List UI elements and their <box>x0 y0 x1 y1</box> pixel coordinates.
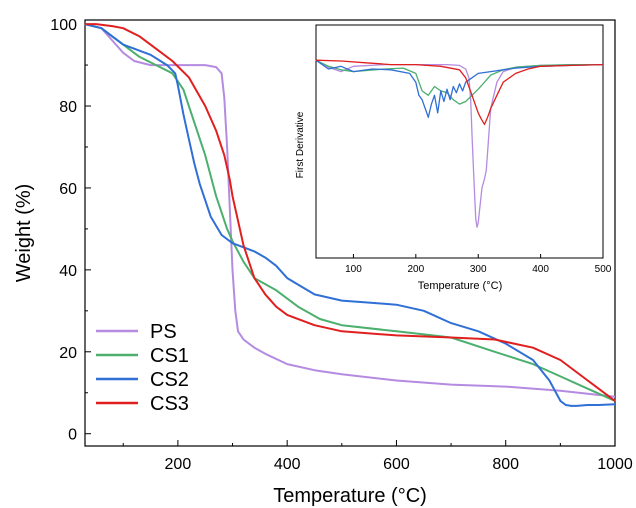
inset-x-axis-title: Temperature (°C) <box>418 280 502 292</box>
y-tick-label: 0 <box>68 427 77 444</box>
y-tick-label: 100 <box>50 17 77 34</box>
series-line-cs2 <box>84 23 616 407</box>
y-tick-label: 20 <box>59 345 77 362</box>
inset-x-tick-label: 400 <box>532 264 549 275</box>
inset-y-axis-title: First Derivative <box>295 111 306 178</box>
legend-label-cs2: CS2 <box>150 369 189 391</box>
inset-x-tick-label: 500 <box>595 264 612 275</box>
y-tick-label: 40 <box>59 263 77 280</box>
inset-series-line-4 <box>315 59 604 126</box>
y-tick-label: 60 <box>59 181 77 198</box>
main-x-ticks: 200 400 600 800 1000 <box>122 440 633 473</box>
inset-x-ticks: 100 200 300 400 500 <box>345 254 612 275</box>
inset-plot-frame <box>315 24 604 259</box>
main-y-axis-title: Weight (%) <box>13 184 35 283</box>
inset-series <box>315 59 604 228</box>
x-tick-label: 1000 <box>597 456 633 473</box>
y-tick-label: 80 <box>59 99 77 116</box>
inset-plot: 100 200 300 400 500 Temperature (°C) First D… <box>295 24 612 292</box>
main-y-ticks: 0 20 40 60 80 100 <box>50 17 91 444</box>
series-line-cs3 <box>85 23 616 402</box>
series-line-ps <box>84 23 616 398</box>
x-tick-label: 600 <box>383 456 410 473</box>
main-series <box>84 23 616 407</box>
inset-x-tick-label: 200 <box>407 264 424 275</box>
inset-x-tick-label: 100 <box>345 264 362 275</box>
inset-x-tick-label: 300 <box>470 264 487 275</box>
main-plot: 200 400 600 800 1000 0 20 40 60 80 100 Temperatur… <box>13 17 633 507</box>
legend-label-ps: PS <box>150 321 177 343</box>
main-plot-frame <box>84 19 616 447</box>
inset-series-line-3 <box>315 59 604 118</box>
x-tick-label: 800 <box>492 456 519 473</box>
main-x-axis-title: Temperature (°C) <box>273 485 427 507</box>
legend-label-cs3: CS3 <box>150 393 189 415</box>
legend-label-cs1: CS1 <box>150 345 189 367</box>
series-line-cs1 <box>84 23 616 402</box>
x-tick-label: 400 <box>274 456 301 473</box>
x-tick-label: 200 <box>165 456 192 473</box>
